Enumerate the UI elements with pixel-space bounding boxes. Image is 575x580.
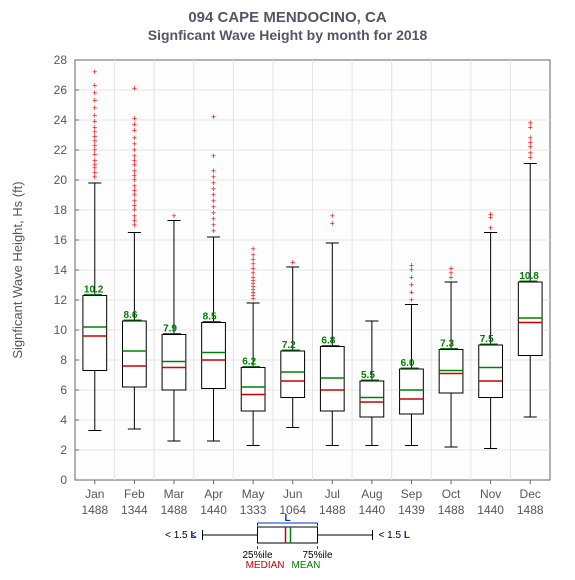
svg-text:Feb: Feb — [124, 487, 145, 501]
svg-text:1488: 1488 — [161, 503, 188, 517]
svg-text:MEDIAN: MEDIAN — [246, 560, 285, 571]
svg-text:Oct: Oct — [442, 487, 461, 501]
svg-text:1440: 1440 — [359, 503, 386, 517]
svg-text:+: + — [290, 258, 295, 268]
svg-text:1488: 1488 — [517, 503, 544, 517]
svg-text:20: 20 — [54, 173, 68, 187]
svg-text:+: + — [528, 118, 533, 128]
svg-text:2: 2 — [60, 443, 67, 457]
svg-text:14: 14 — [54, 263, 68, 277]
svg-text:Jul: Jul — [325, 487, 340, 501]
svg-text:L: L — [284, 513, 290, 524]
svg-text:Signficant Wave Height, Hs (ft: Signficant Wave Height, Hs (ft) — [10, 181, 25, 358]
svg-text:+: + — [211, 166, 216, 176]
svg-text:Jan: Jan — [85, 487, 104, 501]
svg-text:Sep: Sep — [401, 487, 423, 501]
svg-text:18: 18 — [54, 203, 68, 217]
svg-text:+: + — [92, 81, 97, 91]
boxplot-chart: 0246810121416182022242628094 CAPE MENDOC… — [0, 0, 575, 580]
svg-text:28: 28 — [54, 53, 68, 67]
svg-text:+: + — [488, 223, 493, 233]
svg-text:10.8: 10.8 — [519, 271, 539, 282]
svg-text:+: + — [132, 84, 137, 94]
svg-text:Dec: Dec — [520, 487, 541, 501]
svg-text:+: + — [132, 114, 137, 124]
svg-text:26: 26 — [54, 83, 68, 97]
svg-text:12: 12 — [54, 293, 68, 307]
svg-text:< 1.5 L: < 1.5 L — [379, 530, 410, 541]
svg-text:+: + — [92, 67, 97, 77]
svg-text:+: + — [488, 210, 493, 220]
svg-text:1440: 1440 — [200, 503, 227, 517]
svg-text:10.2: 10.2 — [84, 285, 104, 296]
svg-text:8.5: 8.5 — [203, 312, 217, 323]
svg-text:7.5: 7.5 — [480, 334, 494, 345]
svg-text:1488: 1488 — [319, 503, 346, 517]
svg-text:+: + — [409, 261, 414, 271]
svg-text:+: + — [528, 133, 533, 143]
svg-text:+: + — [211, 151, 216, 161]
svg-text:+: + — [171, 211, 176, 221]
svg-text:22: 22 — [54, 143, 68, 157]
svg-text:1439: 1439 — [398, 503, 425, 517]
svg-text:1064: 1064 — [279, 503, 306, 517]
svg-text:+: + — [211, 112, 216, 122]
svg-text:6.8: 6.8 — [321, 336, 335, 347]
svg-text:094 CAPE MENDOCINO, CA: 094 CAPE MENDOCINO, CA — [188, 9, 387, 26]
svg-text:8.6: 8.6 — [124, 310, 138, 321]
svg-text:6: 6 — [60, 383, 67, 397]
svg-text:+: + — [250, 244, 255, 254]
svg-text:7.3: 7.3 — [440, 339, 454, 350]
svg-text:< 1.5 L: < 1.5 L — [165, 530, 196, 541]
svg-text:10: 10 — [54, 323, 68, 337]
svg-text:Aug: Aug — [361, 487, 382, 501]
svg-text:Apr: Apr — [204, 487, 223, 501]
svg-text:24: 24 — [54, 113, 68, 127]
svg-text:1440: 1440 — [477, 503, 504, 517]
svg-text:Jun: Jun — [283, 487, 302, 501]
svg-text:6.0: 6.0 — [401, 358, 415, 369]
svg-text:Mar: Mar — [164, 487, 185, 501]
svg-text:7.9: 7.9 — [163, 324, 177, 335]
svg-text:1488: 1488 — [81, 503, 108, 517]
svg-text:6.2: 6.2 — [242, 357, 256, 368]
chart-svg: 0246810121416182022242628094 CAPE MENDOC… — [0, 0, 575, 580]
svg-text:+: + — [448, 264, 453, 274]
svg-text:MEAN: MEAN — [292, 560, 321, 571]
svg-text:1488: 1488 — [438, 503, 465, 517]
svg-text:May: May — [242, 487, 265, 501]
svg-text:1333: 1333 — [240, 503, 267, 517]
svg-text:Nov: Nov — [480, 487, 501, 501]
svg-text:5.5: 5.5 — [361, 370, 375, 381]
svg-text:7.2: 7.2 — [282, 340, 296, 351]
svg-text:Signficant Wave Height by mont: Signficant Wave Height by month for 2018 — [148, 27, 428, 43]
svg-text:0: 0 — [60, 473, 67, 487]
svg-text:16: 16 — [54, 233, 68, 247]
svg-text:4: 4 — [60, 413, 67, 427]
svg-text:+: + — [330, 211, 335, 221]
svg-text:1344: 1344 — [121, 503, 148, 517]
svg-text:8: 8 — [60, 353, 67, 367]
